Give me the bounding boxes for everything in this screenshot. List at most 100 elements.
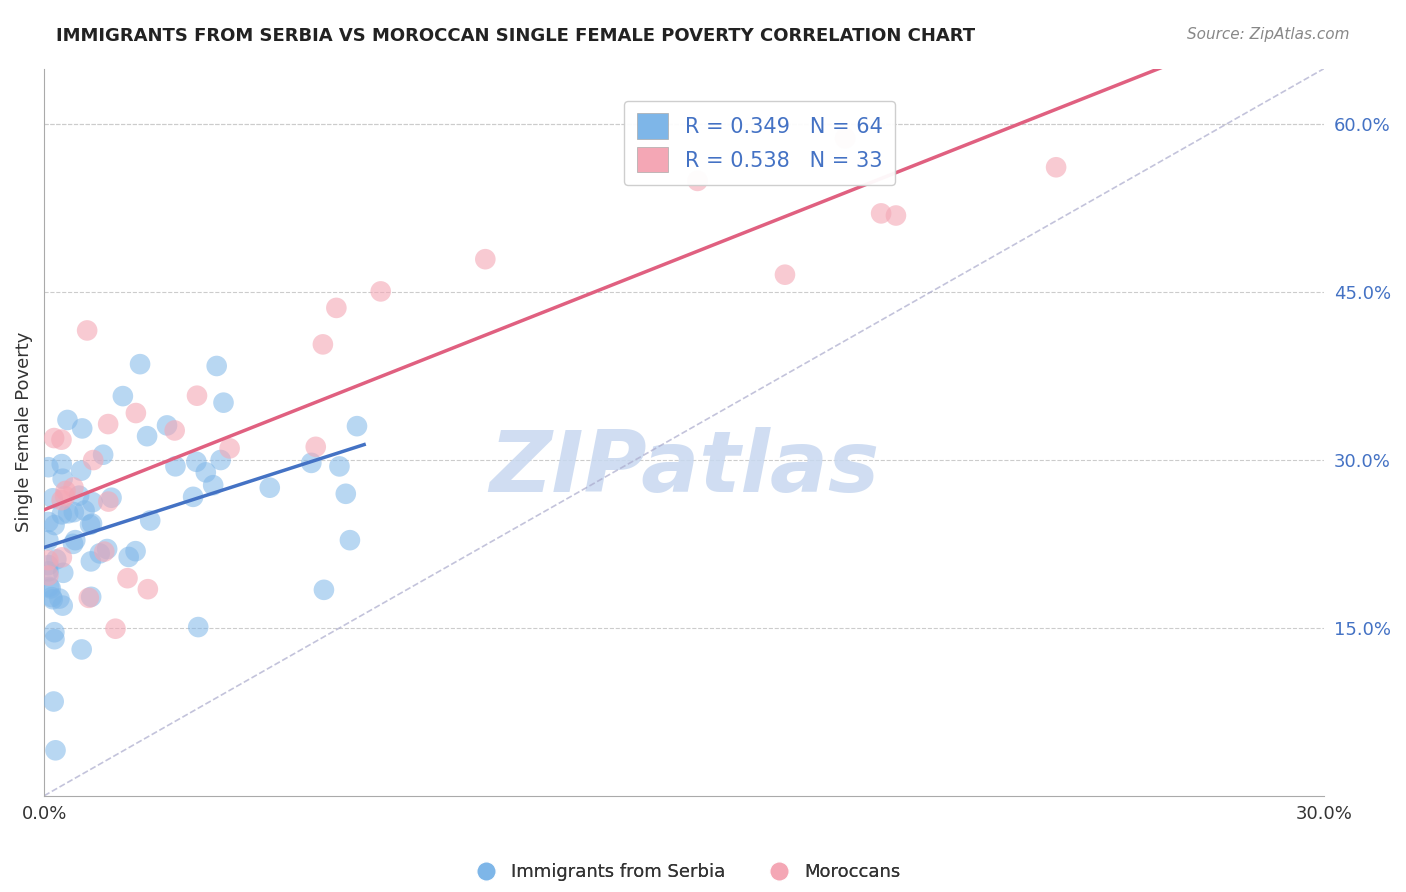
Point <box>97 417 120 431</box>
Point <box>100 491 122 505</box>
Point <box>62 537 84 551</box>
Point <box>37 553 59 567</box>
Point <box>117 571 139 585</box>
Point <box>82 495 104 509</box>
Point <box>104 622 127 636</box>
Point <box>80 554 103 568</box>
Point <box>48 591 70 606</box>
Point <box>773 268 796 282</box>
Point <box>70 421 93 435</box>
Point <box>156 418 179 433</box>
Point <box>62 480 84 494</box>
Point <box>37 533 59 548</box>
Point <box>118 549 141 564</box>
Point <box>93 544 115 558</box>
Point <box>51 457 73 471</box>
Point <box>76 323 98 337</box>
Point <box>55 483 77 498</box>
Point <box>56 506 79 520</box>
Y-axis label: Single Female Poverty: Single Female Poverty <box>15 332 32 533</box>
Point <box>65 533 87 548</box>
Point <box>45 552 67 566</box>
Point <box>51 493 73 508</box>
Point <box>96 542 118 557</box>
Point <box>187 620 209 634</box>
Point <box>205 359 228 373</box>
Point <box>52 599 75 613</box>
Point <box>139 514 162 528</box>
Point <box>89 546 111 560</box>
Point <box>91 448 114 462</box>
Point <box>62 505 84 519</box>
Point <box>165 459 187 474</box>
Point <box>56 413 79 427</box>
Point <box>125 406 148 420</box>
Point <box>370 285 392 299</box>
Point <box>52 472 75 486</box>
Point <box>186 389 208 403</box>
Point <box>299 456 322 470</box>
Point <box>37 558 59 573</box>
Point <box>1045 161 1067 175</box>
Point <box>38 580 60 594</box>
Point <box>67 489 90 503</box>
Point <box>474 252 496 267</box>
Point <box>52 566 75 580</box>
Point <box>42 592 65 607</box>
Point <box>70 464 93 478</box>
Point <box>325 301 347 315</box>
Point <box>124 544 146 558</box>
Point <box>181 490 204 504</box>
Point <box>186 455 208 469</box>
Point <box>870 206 893 220</box>
Point <box>686 174 709 188</box>
Point <box>41 590 63 604</box>
Point <box>312 337 335 351</box>
Point <box>163 424 186 438</box>
Point <box>218 442 240 456</box>
Point <box>312 582 335 597</box>
Point <box>44 518 66 533</box>
Point <box>80 516 103 531</box>
Point <box>259 481 281 495</box>
Text: ZIPatlas: ZIPatlas <box>489 427 879 510</box>
Text: IMMIGRANTS FROM SERBIA VS MOROCCAN SINGLE FEMALE POVERTY CORRELATION CHART: IMMIGRANTS FROM SERBIA VS MOROCCAN SINGL… <box>56 27 976 45</box>
Point <box>328 459 350 474</box>
Point <box>37 568 59 582</box>
Point <box>42 694 65 708</box>
Point <box>51 433 73 447</box>
Point <box>97 494 120 508</box>
Point <box>129 357 152 371</box>
Point <box>44 632 66 647</box>
Point <box>80 590 103 604</box>
Point <box>212 395 235 409</box>
Point <box>51 550 73 565</box>
Point <box>42 431 65 445</box>
Point <box>79 517 101 532</box>
Point <box>51 508 73 522</box>
Point <box>39 582 62 596</box>
Point <box>136 429 159 443</box>
Point <box>44 625 66 640</box>
Point <box>202 478 225 492</box>
Text: Source: ZipAtlas.com: Source: ZipAtlas.com <box>1187 27 1350 42</box>
Point <box>834 131 856 145</box>
Point <box>53 489 76 503</box>
Point <box>209 453 232 467</box>
Legend: Immigrants from Serbia, Moroccans: Immigrants from Serbia, Moroccans <box>460 855 908 888</box>
Point <box>339 533 361 548</box>
Point <box>305 440 328 454</box>
Point <box>37 565 59 579</box>
Point <box>73 503 96 517</box>
Point <box>37 515 59 529</box>
Point <box>44 743 66 757</box>
Point <box>37 460 59 475</box>
Point <box>346 419 368 434</box>
Point <box>42 491 65 506</box>
Point <box>194 466 217 480</box>
Point <box>335 487 357 501</box>
Point <box>77 591 100 605</box>
Point <box>70 642 93 657</box>
Point <box>884 209 907 223</box>
Point <box>111 389 134 403</box>
